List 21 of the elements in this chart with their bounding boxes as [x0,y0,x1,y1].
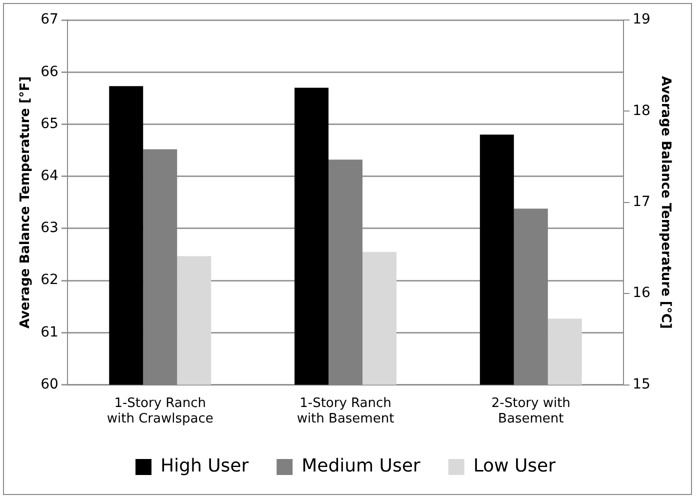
y2-axis-title: Average Balance Temperature [°C] [658,76,673,329]
x-tick-label: 2-Story with Basement [491,396,570,427]
x-tick-label: 1-Story Ranch with Basement [296,396,394,427]
y-tick-label: 62 [40,272,58,288]
y-tick-label: 60 [40,376,58,392]
y2-tick-label: 15 [632,376,650,392]
y-tick-label: 67 [40,12,58,28]
y2-tick-label: 19 [632,12,650,28]
y2-tick-label: 18 [632,102,650,119]
legend-label: High User [160,456,250,477]
legend-label: Low User [473,456,556,477]
y-tick-label: 61 [40,324,58,340]
y2-tick-label: 16 [632,285,650,302]
y-tick-label: 65 [40,116,58,132]
y-tick-label: 64 [40,168,58,184]
legend-label: Medium User [302,456,421,477]
y-axis-title: Average Balance Temperature [°F] [18,76,34,329]
y-tick-label: 66 [40,64,58,80]
y2-tick-label: 17 [632,194,650,210]
x-tick-label: 1-Story Ranch with Crawlspace [106,396,214,427]
y-tick-label: 63 [40,220,58,236]
